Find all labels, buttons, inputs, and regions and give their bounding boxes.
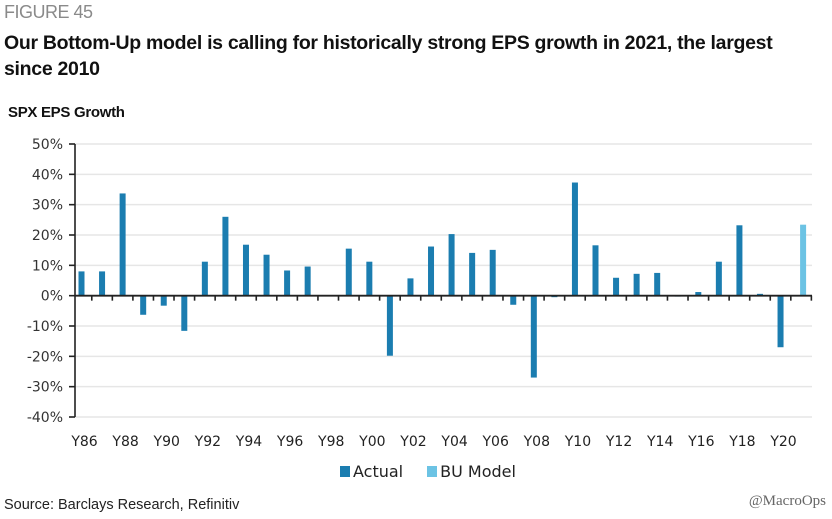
legend-label-actual: Actual: [353, 462, 404, 481]
legend-item-actual: Actual: [340, 462, 403, 481]
x-tick-label: Y90: [153, 434, 180, 450]
bar-actual-y03: [428, 246, 435, 296]
bar-actual-y95: [263, 254, 270, 296]
x-tick-label: Y94: [235, 434, 262, 450]
bar-actual-y97: [304, 266, 311, 296]
bars: [78, 182, 807, 378]
bar-actual-y12: [613, 277, 620, 296]
source-note: Source: Barclays Research, Refinitiv: [4, 497, 240, 513]
bar-bu-model-y21: [800, 224, 807, 296]
bar-actual-y08: [530, 295, 537, 378]
bar-actual-y20: [777, 295, 784, 348]
x-tick-label: Y92: [194, 434, 221, 450]
bar-actual-y01: [386, 295, 393, 356]
x-tick-label: Y04: [440, 434, 467, 450]
x-tick-label: Y00: [358, 434, 385, 450]
y-tick-label: -40%: [27, 410, 63, 426]
bar-actual-y07: [510, 295, 517, 305]
bar-actual-y00: [366, 261, 373, 296]
y-tick-labels: 50% 40% 30% 20% 10% 0% -10% -20% -30% -40%: [27, 137, 63, 426]
y-tick-label: 0%: [41, 289, 63, 305]
bar-actual-y87: [99, 271, 106, 296]
legend: Actual BU Model: [340, 462, 516, 481]
x-tick-label: Y18: [728, 434, 755, 450]
x-tick-label: Y12: [605, 434, 632, 450]
x-tick-label: Y96: [276, 434, 303, 450]
bar-actual-y10: [571, 182, 578, 296]
x-tick-label: Y16: [687, 434, 714, 450]
y-tick-label: -20%: [27, 349, 63, 365]
y-tick-label: 50%: [32, 137, 63, 153]
bar-actual-y17: [715, 261, 722, 296]
y-tick-label: -10%: [27, 319, 63, 335]
y-tick-label: 20%: [32, 228, 63, 244]
bar-actual-y89: [140, 295, 147, 315]
watermark: @MacroOps: [748, 493, 826, 509]
bar-actual-y19: [756, 293, 763, 296]
bar-actual-y18: [736, 225, 743, 296]
x-tick-label: Y14: [646, 434, 673, 450]
bar-actual-y05: [469, 252, 476, 296]
bar-actual-y90: [160, 295, 167, 306]
x-tick-labels: Y86 Y88 Y90 Y92 Y94 Y96 Y98 Y00 Y02 Y04 Y06 Y08 Y10 Y…: [70, 434, 796, 450]
bar-actual-y88: [119, 193, 126, 296]
x-tick-label: Y20: [769, 434, 796, 450]
x-tick-label: Y10: [564, 434, 591, 450]
y-tick-label: 10%: [32, 258, 63, 274]
y-tick-label: 30%: [32, 198, 63, 214]
bar-actual-y06: [489, 249, 496, 296]
bar-actual-y96: [284, 270, 291, 296]
x-tick-label: Y08: [523, 434, 550, 450]
figure-label: FIGURE 45: [4, 2, 93, 22]
x-tick-label: Y88: [111, 434, 138, 450]
x-tick-label: Y98: [317, 434, 344, 450]
legend-swatch-actual: [340, 466, 350, 477]
bar-actual-y11: [592, 245, 599, 296]
bar-actual-y93: [222, 216, 229, 296]
bar-actual-y13: [633, 273, 640, 296]
bar-actual-y99: [345, 248, 352, 296]
legend-item-bu-model: BU Model: [427, 462, 516, 481]
bar-actual-y16: [695, 292, 702, 296]
bar-actual-y14: [654, 272, 661, 296]
bar-actual-y02: [407, 278, 414, 296]
legend-swatch-bu-model: [427, 466, 438, 477]
bar-actual-y92: [201, 261, 208, 296]
bar-actual-y91: [181, 295, 188, 331]
x-tick-label: Y86: [70, 434, 97, 450]
bar-actual-y04: [448, 234, 455, 296]
gridlines: [75, 143, 812, 418]
y-tick-label: -30%: [27, 380, 63, 396]
bar-actual-y94: [242, 244, 249, 296]
chart-title: SPX EPS Growth: [8, 104, 125, 121]
axes: [69, 143, 813, 418]
y-tick-label: 40%: [32, 167, 63, 183]
x-tick-label: Y06: [482, 434, 509, 450]
figure-title: Our Bottom-Up model is calling for histo…: [4, 32, 773, 80]
legend-label-bu-model: BU Model: [440, 462, 516, 481]
bar-actual-y86: [78, 271, 85, 296]
x-tick-label: Y02: [399, 434, 426, 450]
